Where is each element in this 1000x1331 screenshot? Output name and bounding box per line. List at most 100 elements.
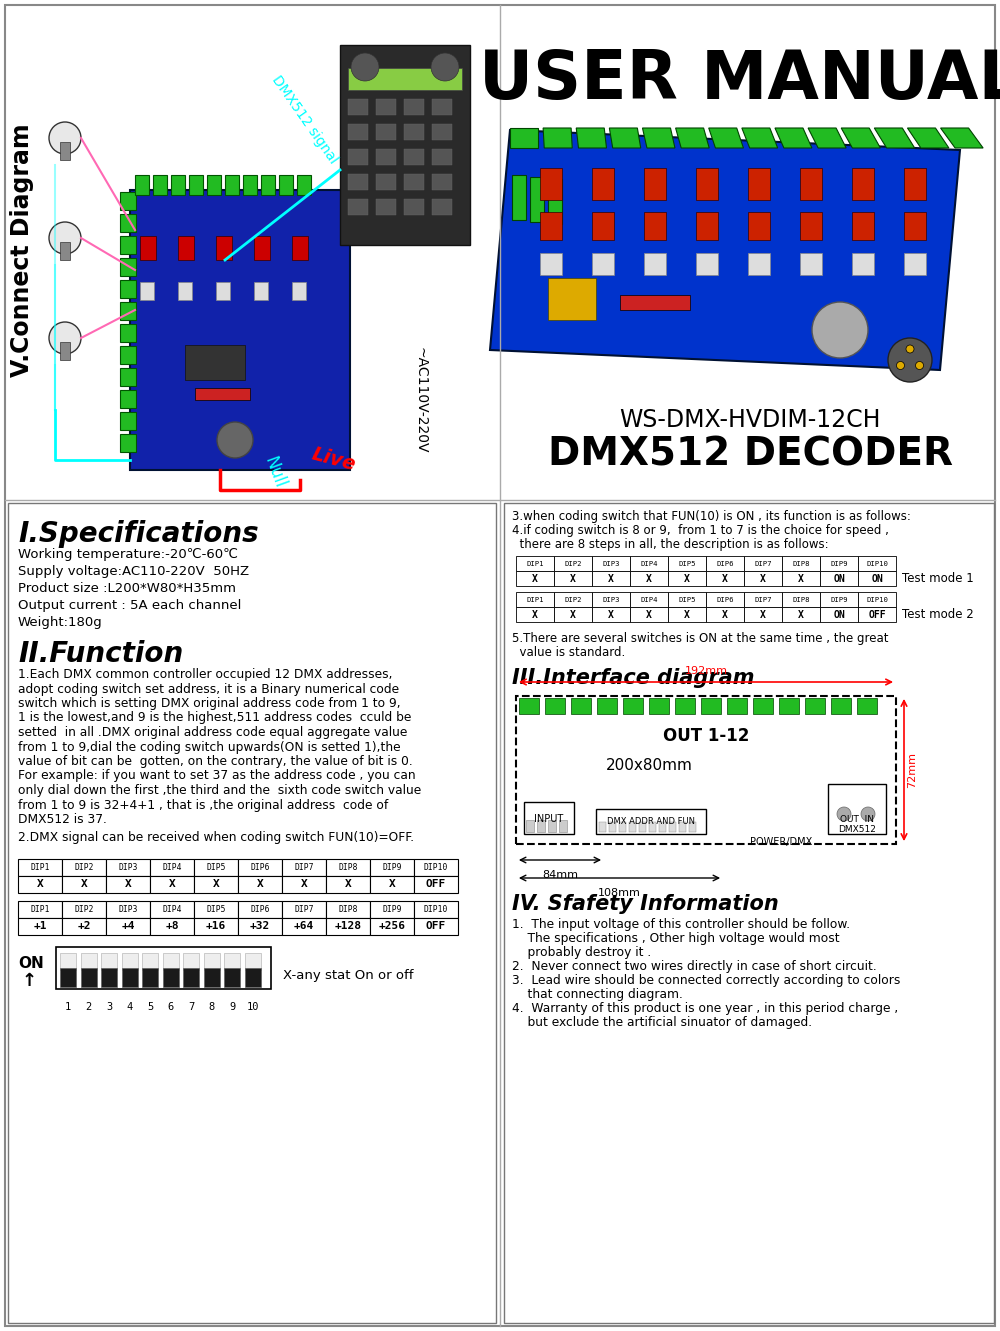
Text: X: X [798, 574, 804, 583]
Text: DMX512 signal: DMX512 signal [269, 73, 341, 166]
Bar [701, 697, 721, 713]
Text: DIP8: DIP8 [792, 560, 810, 567]
Bar [326, 858, 370, 876]
Text: DIP1: DIP1 [526, 596, 544, 603]
Bar [370, 876, 414, 893]
Bar [540, 253, 562, 276]
Bar [189, 174, 203, 196]
Text: +128: +128 [334, 921, 362, 930]
Bar [800, 253, 822, 276]
Text: DIP10: DIP10 [424, 905, 448, 913]
Bar [659, 823, 666, 832]
Bar [592, 592, 630, 607]
Bar [238, 876, 282, 893]
Text: DIP1: DIP1 [30, 905, 50, 913]
Text: The specifications , Other high voltage would most: The specifications , Other high voltage … [512, 932, 840, 945]
Bar [432, 174, 452, 190]
Text: DMX512: DMX512 [838, 825, 876, 835]
Bar [224, 953, 240, 969]
Text: 5.There are several switches is ON at the same time , the great: 5.There are several switches is ON at th… [512, 632, 889, 646]
Text: DIP3: DIP3 [118, 862, 138, 872]
Bar [150, 901, 194, 917]
Polygon shape [609, 128, 641, 148]
Circle shape [217, 422, 253, 458]
Bar [753, 697, 773, 713]
Bar [62, 876, 106, 893]
Text: DIP3: DIP3 [602, 596, 620, 603]
Polygon shape [874, 128, 915, 148]
Text: Test mode 1: Test mode 1 [902, 572, 974, 586]
Bar [326, 876, 370, 893]
Bar [644, 253, 666, 276]
Bar [404, 174, 424, 190]
Polygon shape [808, 128, 846, 148]
Text: 84mm: 84mm [542, 870, 578, 880]
Bar [696, 253, 718, 276]
Bar [376, 124, 396, 140]
Bar [852, 212, 874, 240]
Bar [254, 236, 270, 260]
Circle shape [351, 53, 379, 81]
Text: 192mm: 192mm [684, 666, 728, 676]
Bar [261, 174, 275, 196]
Bar [140, 282, 154, 299]
Text: DIP5: DIP5 [206, 862, 226, 872]
Bar [60, 953, 76, 969]
Text: but exclude the artificial sinuator of damaged.: but exclude the artificial sinuator of d… [512, 1016, 812, 1029]
Text: DMX512 DECODER: DMX512 DECODER [548, 437, 952, 474]
Text: DIP6: DIP6 [716, 596, 734, 603]
Bar [370, 858, 414, 876]
Bar [225, 174, 239, 196]
Text: 5: 5 [147, 1002, 153, 1013]
Bar [60, 342, 70, 359]
Text: 10: 10 [246, 1002, 259, 1013]
Text: X-any stat On or off: X-any stat On or off [283, 969, 414, 982]
Bar [727, 697, 747, 713]
Text: OUT 1-12: OUT 1-12 [663, 727, 749, 745]
Bar [548, 820, 556, 832]
Bar [162, 968, 178, 986]
Text: Supply voltage:AC110-220V  50HZ: Supply voltage:AC110-220V 50HZ [18, 564, 249, 578]
Circle shape [896, 362, 904, 370]
Bar [516, 556, 554, 571]
Text: +1: +1 [33, 921, 47, 930]
Text: DIP4: DIP4 [640, 596, 658, 603]
Bar [414, 917, 458, 934]
Text: 4: 4 [126, 1002, 133, 1013]
Circle shape [49, 122, 81, 154]
Bar [630, 592, 668, 607]
Text: DIP5: DIP5 [678, 596, 696, 603]
Bar [679, 823, 686, 832]
Bar [120, 280, 136, 298]
Bar [120, 413, 136, 430]
Bar [675, 697, 695, 713]
Bar [171, 174, 185, 196]
Bar [599, 823, 606, 832]
Bar [432, 149, 452, 165]
Bar [282, 917, 326, 934]
Bar [135, 174, 149, 196]
Bar [292, 236, 308, 260]
Bar [800, 168, 822, 200]
Text: 4.  Warranty of this product is one year , in this period charge ,: 4. Warranty of this product is one year … [512, 1002, 898, 1016]
Bar [782, 556, 820, 571]
Bar [432, 98, 452, 114]
Bar [689, 823, 696, 832]
Bar [244, 968, 260, 986]
Bar [744, 556, 782, 571]
Text: X: X [722, 610, 728, 619]
Circle shape [861, 807, 875, 821]
Bar [609, 823, 616, 832]
Text: DIP3: DIP3 [602, 560, 620, 567]
Bar [56, 946, 271, 989]
Bar [619, 823, 626, 832]
Bar [238, 917, 282, 934]
Bar [404, 98, 424, 114]
Text: DMX512 is 37.: DMX512 is 37. [18, 813, 107, 827]
Text: 1: 1 [65, 1002, 71, 1013]
Text: 8: 8 [208, 1002, 215, 1013]
Bar [668, 571, 706, 586]
Bar [668, 556, 706, 571]
Bar [512, 174, 526, 220]
Text: 3.  Lead wire should be connected correctly according to colors: 3. Lead wire should be connected correct… [512, 974, 900, 988]
